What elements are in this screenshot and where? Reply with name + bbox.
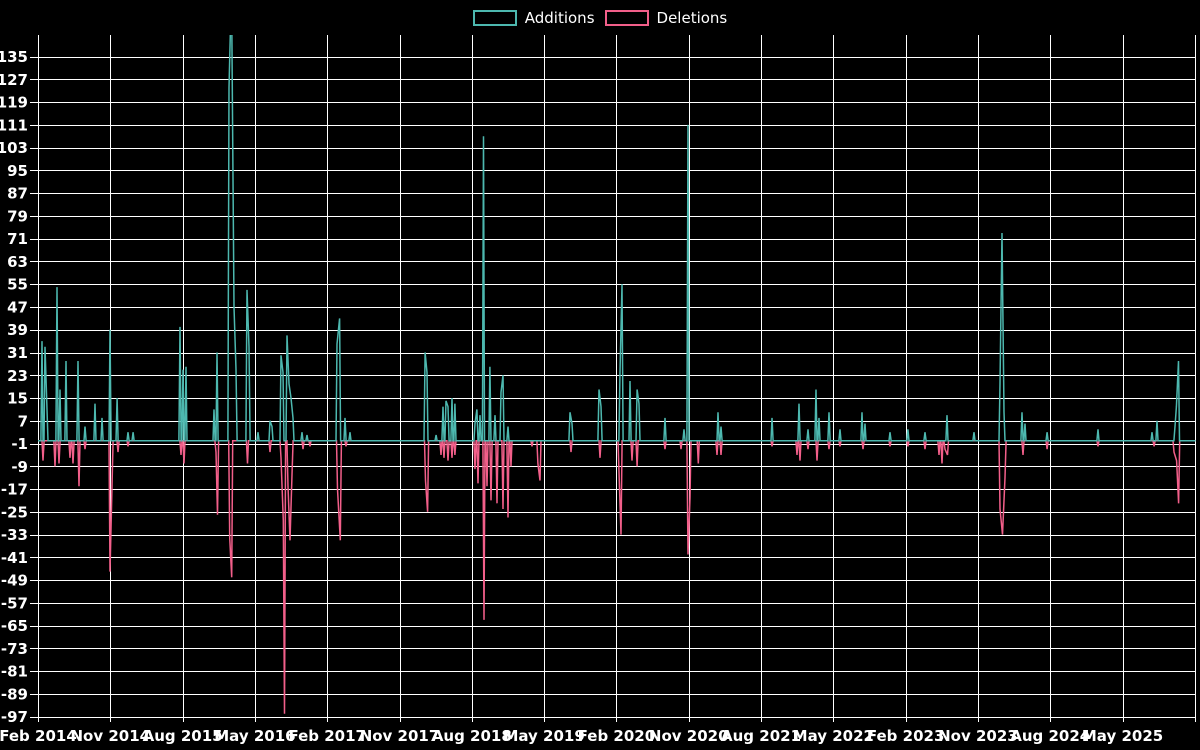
svg-text:May 2016: May 2016 <box>214 727 295 745</box>
svg-text:55: 55 <box>7 276 28 294</box>
svg-text:-17: -17 <box>1 481 28 499</box>
svg-text:87: 87 <box>7 185 28 203</box>
svg-text:May 2025: May 2025 <box>1082 727 1163 745</box>
svg-text:Aug 2015: Aug 2015 <box>143 727 223 745</box>
legend-label-additions: Additions <box>524 9 595 27</box>
svg-text:-97: -97 <box>1 708 28 726</box>
svg-text:-1: -1 <box>11 435 28 453</box>
svg-text:71: 71 <box>7 230 28 248</box>
svg-text:Nov 2014: Nov 2014 <box>70 727 150 745</box>
svg-text:Aug 2018: Aug 2018 <box>432 727 512 745</box>
svg-text:May 2022: May 2022 <box>793 727 874 745</box>
svg-text:39: 39 <box>7 321 28 339</box>
svg-text:7: 7 <box>18 412 28 430</box>
legend-item-deletions[interactable]: Deletions <box>604 9 728 27</box>
svg-text:-89: -89 <box>1 685 28 703</box>
svg-text:47: 47 <box>7 298 28 316</box>
chart-legend: Additions Deletions <box>0 8 1200 28</box>
svg-text:Feb 2014: Feb 2014 <box>0 727 77 745</box>
svg-text:-65: -65 <box>1 617 28 635</box>
svg-text:135: 135 <box>0 48 28 66</box>
svg-text:23: 23 <box>7 367 28 385</box>
svg-text:-81: -81 <box>1 663 28 681</box>
svg-text:Nov 2017: Nov 2017 <box>360 727 440 745</box>
svg-text:-57: -57 <box>1 594 28 612</box>
svg-text:-73: -73 <box>1 640 28 658</box>
svg-text:Aug 2024: Aug 2024 <box>1010 727 1090 745</box>
svg-text:95: 95 <box>7 162 28 180</box>
svg-text:Nov 2020: Nov 2020 <box>649 727 729 745</box>
svg-text:111: 111 <box>0 116 28 134</box>
legend-label-deletions: Deletions <box>656 9 728 27</box>
svg-text:Feb 2017: Feb 2017 <box>288 727 366 745</box>
svg-text:Feb 2023: Feb 2023 <box>867 727 945 745</box>
svg-text:-9: -9 <box>11 458 28 476</box>
svg-text:May 2019: May 2019 <box>503 727 584 745</box>
svg-text:-49: -49 <box>1 572 28 590</box>
svg-text:63: 63 <box>7 253 28 271</box>
svg-text:Aug 2021: Aug 2021 <box>721 727 801 745</box>
svg-text:-41: -41 <box>1 549 28 567</box>
additions-swatch <box>472 10 517 26</box>
svg-text:Feb 2020: Feb 2020 <box>578 727 656 745</box>
svg-text:79: 79 <box>7 207 28 225</box>
svg-text:127: 127 <box>0 71 28 89</box>
svg-text:103: 103 <box>0 139 28 157</box>
svg-text:15: 15 <box>7 390 28 408</box>
deletions-swatch <box>604 10 649 26</box>
svg-text:Nov 2023: Nov 2023 <box>938 727 1018 745</box>
svg-text:31: 31 <box>7 344 28 362</box>
legend-item-additions[interactable]: Additions <box>472 9 595 27</box>
svg-text:-25: -25 <box>1 503 28 521</box>
svg-text:-33: -33 <box>1 526 28 544</box>
svg-text:119: 119 <box>0 94 28 112</box>
